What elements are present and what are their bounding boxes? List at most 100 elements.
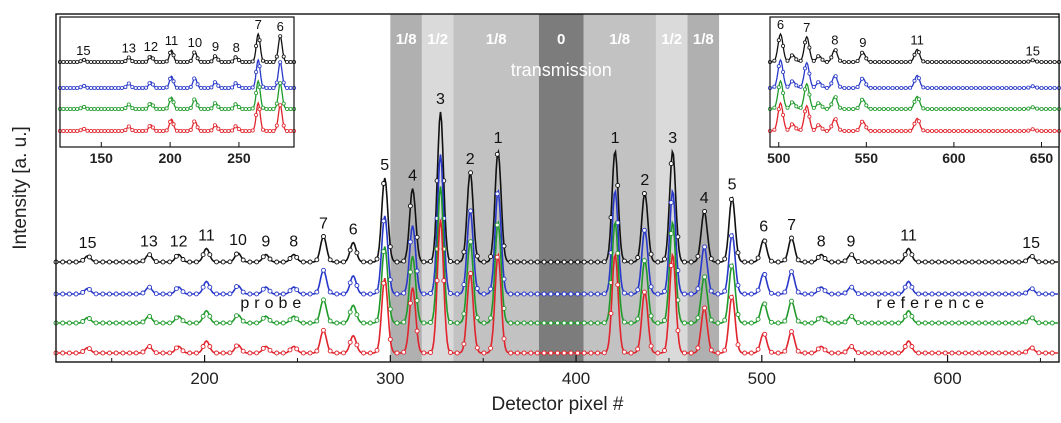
data-point-green (1049, 320, 1055, 326)
inset-data-point-black (223, 60, 228, 65)
inset-data-point-black (113, 60, 118, 65)
data-point-green (541, 320, 547, 326)
inset-data-point-blue (1026, 85, 1031, 90)
inset-data-point-black (903, 60, 908, 65)
inset-data-point-red (68, 128, 73, 133)
data-point-red (227, 350, 233, 356)
data-point-green (695, 315, 701, 321)
data-point-green (347, 309, 353, 315)
inset-data-point-red (1022, 128, 1027, 133)
peak-label-3: 11 (198, 228, 215, 245)
data-point-green (989, 320, 995, 326)
data-point-blue (728, 233, 734, 239)
inset-data-point-black (930, 60, 935, 65)
data-point-black (628, 259, 634, 265)
data-point-black (147, 252, 153, 258)
data-point-black (240, 257, 246, 263)
data-point-red (708, 347, 714, 353)
inset-data-point-blue (185, 86, 190, 91)
inset-data-point-green (956, 107, 961, 112)
inset-data-point-black (855, 59, 860, 64)
inset-data-point-blue (82, 83, 87, 88)
inset-data-point-green (930, 107, 935, 112)
inset-data-point-green (860, 97, 865, 102)
data-point-black (193, 259, 199, 265)
inset-data-point-blue (157, 86, 162, 91)
band-label-0: 1/8 (396, 31, 417, 48)
inset-data-point-green (798, 105, 803, 110)
data-point-black (855, 259, 861, 265)
inset-data-point-green (1043, 107, 1048, 112)
data-point-green (682, 320, 687, 326)
data-point-red (695, 345, 701, 351)
inset-data-point-blue (895, 86, 900, 91)
data-point-black (314, 257, 320, 263)
inset-data-point-green (99, 107, 104, 112)
inset-x-tick-label-3: 650 (1030, 150, 1054, 166)
peak-label-21: 8 (817, 234, 826, 251)
inset-data-point-red (78, 128, 83, 133)
data-point-black (534, 259, 540, 265)
inset-data-point-green (181, 107, 186, 112)
inset-peak-label-4: 10 (188, 35, 202, 50)
data-point-black (715, 259, 721, 265)
data-point-green (294, 316, 300, 322)
data-point-black (100, 259, 106, 265)
inset-data-point-green (102, 107, 107, 112)
inset-data-point-green (271, 107, 276, 112)
data-point-black (207, 252, 213, 258)
inset-data-point-green (281, 101, 286, 106)
data-point-green (73, 320, 79, 326)
data-point-black (621, 258, 627, 264)
data-point-black (260, 254, 266, 260)
data-point-black (815, 254, 821, 260)
data-point-green (795, 318, 801, 324)
data-point-blue (180, 289, 186, 295)
data-point-black (876, 259, 881, 265)
data-point-blue (1016, 291, 1022, 297)
inset-data-point-blue (288, 86, 293, 91)
inset-data-point-blue (236, 84, 241, 89)
inset-data-point-black (61, 60, 66, 65)
inset-data-point-red (143, 128, 148, 133)
inset-data-point-green (168, 97, 173, 102)
data-point-blue (969, 291, 975, 297)
inset-data-point-green (85, 106, 90, 111)
data-point-red (568, 350, 574, 356)
inset-data-point-black (260, 58, 265, 63)
data-point-black (976, 259, 982, 265)
inset-data-point-green (960, 107, 965, 112)
data-point-green (855, 320, 861, 326)
data-point-black (334, 259, 340, 265)
inset-data-point-green (205, 107, 210, 112)
inset-data-point-red (178, 128, 183, 133)
inset-data-point-blue (209, 85, 214, 90)
inset-data-point-black (798, 58, 803, 63)
data-point-green (595, 320, 601, 326)
data-point-blue (488, 286, 494, 292)
inset-data-point-black (1030, 58, 1035, 63)
inset-data-point-green (82, 104, 87, 109)
inset-data-point-blue (150, 82, 155, 87)
inset-peak-label-2: 12 (144, 39, 158, 54)
data-point-red (86, 346, 92, 352)
inset-data-point-red (137, 128, 142, 133)
data-point-green (949, 320, 955, 326)
data-point-red (113, 350, 119, 356)
data-point-red (789, 329, 794, 335)
data-point-green (615, 250, 621, 256)
data-point-red (561, 350, 567, 356)
inset-data-point-blue (991, 86, 996, 91)
inset-data-point-green (243, 107, 248, 112)
inset-data-point-green (202, 107, 207, 112)
data-point-red (601, 350, 607, 356)
inset-data-point-blue (1035, 85, 1040, 90)
inset-data-point-green (71, 107, 76, 112)
data-point-blue (942, 291, 948, 297)
inset-data-point-blue (99, 86, 104, 91)
data-point-black (127, 259, 133, 265)
peak-label-15: 2 (640, 172, 649, 189)
data-point-black (1023, 258, 1029, 264)
data-point-black (394, 259, 400, 265)
data-point-green (876, 320, 881, 326)
